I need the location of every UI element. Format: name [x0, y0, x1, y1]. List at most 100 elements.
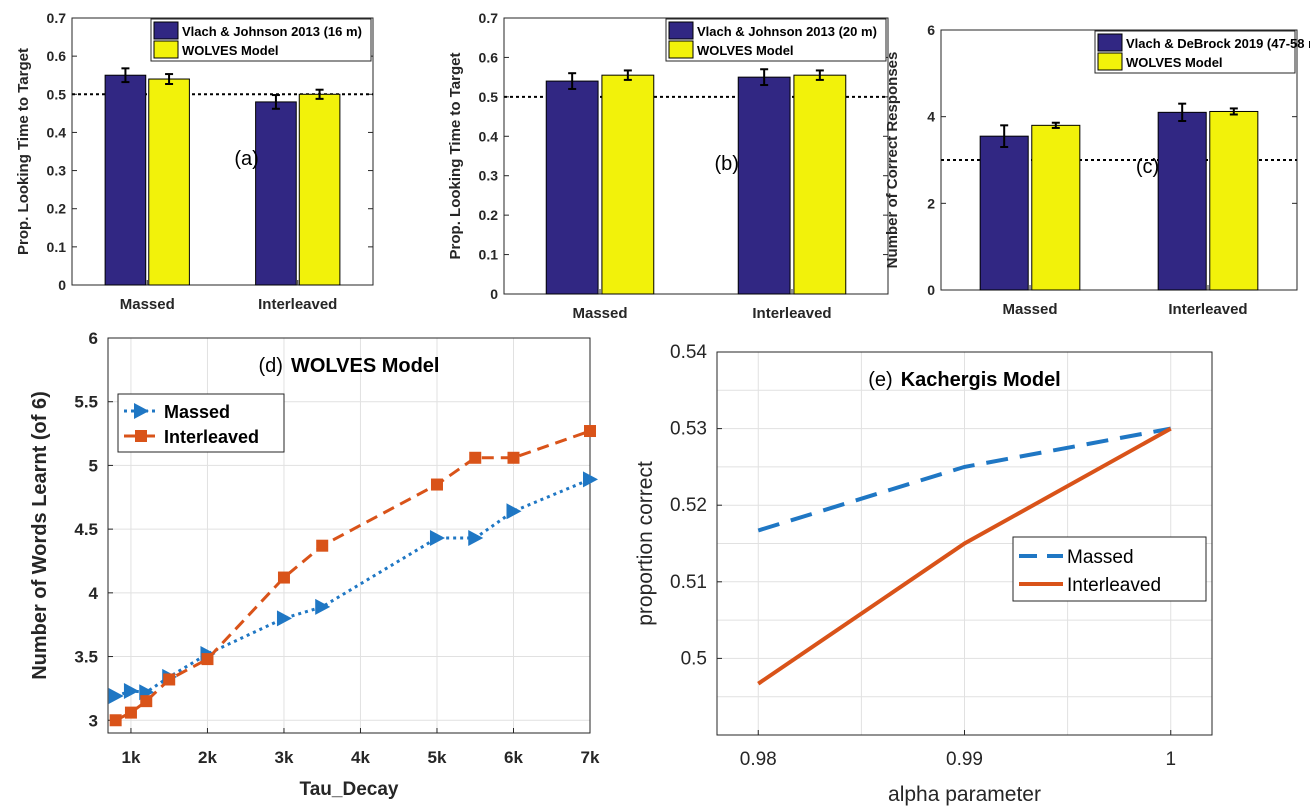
y-tick-label: 0.4 — [47, 124, 67, 140]
y-tick-label: 0 — [58, 277, 66, 293]
axes-box — [71, 17, 374, 286]
y-axis-label: Prop. Looking Time to Target — [447, 53, 464, 260]
panel-annotation: (c) — [1136, 156, 1159, 178]
panel-annotation: (d) — [259, 355, 283, 377]
y-tick-label: 4 — [89, 584, 99, 603]
y-tick-label: 0.5 — [479, 89, 499, 105]
x-tick-label: Massed — [1002, 301, 1057, 318]
axes-box — [107, 337, 591, 734]
legend-swatch — [1097, 33, 1123, 52]
legend-entry: Vlach & Johnson 2013 (16 m) — [182, 24, 362, 39]
chart-c: 0 2 4 6 Massed Interleaved Number of Correct R… — [884, 22, 1310, 318]
bar-massed-0 — [104, 74, 147, 286]
panel-annotation: (b) — [714, 153, 738, 175]
y-tick-label: 4 — [927, 109, 935, 125]
panel-title: (d) WOLVES Model — [259, 355, 440, 377]
y-tick-label: 2 — [927, 195, 935, 211]
legend-marker — [134, 403, 149, 419]
x-tick-label: Massed — [572, 305, 627, 322]
axes-box — [503, 17, 889, 295]
legend-swatch — [668, 40, 694, 59]
legend-swatch — [668, 21, 694, 40]
x-tick-label: Massed — [120, 296, 175, 313]
x-tick-label: Interleaved — [752, 305, 831, 322]
bar-massed-1 — [1031, 124, 1081, 291]
series-line-interleaved — [114, 429, 591, 722]
bar-massed-0 — [979, 135, 1029, 291]
y-tick-label: 0.1 — [479, 247, 499, 263]
legend-entry: WOLVES Model — [697, 43, 794, 58]
bar-interleaved-1 — [793, 74, 847, 295]
y-tick-label: 0.53 — [670, 419, 707, 440]
x-tick-label: 1 — [1165, 749, 1176, 770]
data-point-interleaved — [584, 425, 596, 438]
bar-massed-1 — [601, 74, 655, 295]
y-tick-label: 0.7 — [47, 10, 67, 26]
data-point-massed — [429, 530, 445, 547]
y-tick-label: 3 — [89, 711, 98, 730]
chart-d: 1k 2k 3k 4k 5k 6k 7k 3 3.5 4 4.5 5 5.5 6 Tau_Decay Numb… — [29, 329, 600, 800]
bar-interleaved-0 — [1157, 111, 1207, 291]
series-line-massed — [115, 478, 591, 698]
y-tick-label: 5 — [89, 456, 98, 475]
legend-entry: Interleaved — [1067, 575, 1161, 596]
data-point-massed — [315, 598, 331, 615]
x-tick-label: Interleaved — [258, 296, 337, 313]
y-tick-label: 3.5 — [74, 648, 98, 667]
y-tick-label: 0.6 — [479, 49, 499, 65]
x-tick-label: 7k — [581, 748, 600, 767]
y-axis-label: proportion correct — [634, 461, 657, 626]
data-point-massed — [123, 682, 139, 699]
panel-annotation: (e) — [868, 369, 892, 391]
data-point-interleaved — [163, 673, 176, 686]
chart-title: WOLVES Model — [291, 355, 440, 377]
chart-a: 0 0.1 0.2 0.3 0.4 0.5 0.6 0.7 Massed Interleaved P… — [15, 10, 374, 313]
y-tick-label: 0 — [927, 282, 935, 298]
legend-entry: Vlach & DeBrock 2019 (47-58 m) — [1126, 36, 1310, 51]
x-tick-label: 4k — [351, 748, 370, 767]
bar-interleaved-1 — [1209, 110, 1259, 291]
bar-massed-1 — [148, 78, 190, 286]
legend-entry: Massed — [164, 402, 230, 422]
legend-box — [150, 18, 372, 62]
data-point-interleaved — [124, 706, 137, 719]
x-tick-label: 0.99 — [946, 749, 983, 770]
x-tick-label: 3k — [275, 748, 294, 767]
y-tick-label: 0.3 — [479, 168, 499, 184]
legend-entry: Vlach & Johnson 2013 (20 m) — [697, 24, 877, 39]
legend-entry: Massed — [1067, 547, 1134, 568]
series-line-massed — [757, 426, 1172, 533]
legend-marker — [135, 430, 147, 442]
data-point-interleaved — [469, 451, 482, 464]
bar-interleaved-0 — [737, 76, 791, 295]
x-tick-label: Interleaved — [1168, 301, 1247, 318]
x-tick-label: 5k — [428, 748, 447, 767]
legend-box — [665, 18, 887, 62]
data-point-massed — [583, 471, 598, 488]
y-axis-label: Number of Words Learnt (of 6) — [29, 391, 51, 680]
bar-massed-0 — [545, 80, 599, 295]
x-tick-label: 6k — [504, 748, 523, 767]
data-point-interleaved — [316, 539, 329, 552]
y-tick-label: 0.2 — [479, 207, 499, 223]
legend-entry: Interleaved — [164, 427, 259, 447]
y-tick-label: 0.54 — [670, 342, 707, 363]
y-tick-label: 0.7 — [479, 10, 499, 26]
x-axis-label: Tau_Decay — [300, 779, 399, 800]
y-tick-label: 6 — [927, 22, 935, 38]
data-point-massed — [108, 688, 124, 705]
legend-box — [117, 393, 285, 453]
data-point-interleaved — [430, 478, 443, 491]
data-point-interleaved — [277, 571, 290, 584]
legend-box — [1094, 30, 1296, 74]
data-point-interleaved — [140, 695, 153, 708]
legend-entry: WOLVES Model — [1126, 55, 1223, 70]
y-tick-label: 0.1 — [47, 239, 67, 255]
x-axis-label: alpha parameter — [888, 783, 1041, 806]
y-axis-label: Number of Correct Responses — [884, 52, 901, 269]
y-tick-label: 0.52 — [670, 495, 707, 516]
y-tick-label: 0.5 — [47, 86, 67, 102]
bar-interleaved-1 — [298, 93, 341, 286]
x-tick-label: 1k — [121, 748, 140, 767]
